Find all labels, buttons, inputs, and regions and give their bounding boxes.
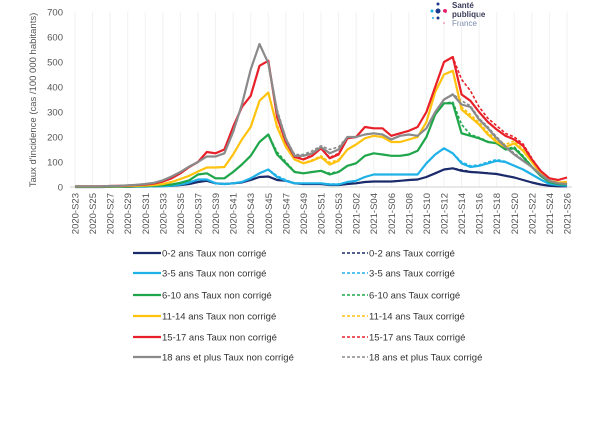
y-tick-label: 500 — [47, 58, 63, 69]
x-tick-label: 2020-S35 — [176, 193, 187, 234]
logo: Santé publique France — [430, 1, 486, 28]
x-tick-label: 2021-S08 — [404, 193, 415, 234]
y-tick-label: 200 — [47, 133, 63, 144]
legend-label: 15-17 ans Taux corrigé — [369, 333, 465, 344]
y-tick-label: 300 — [47, 108, 63, 119]
x-tick-label: 2020-S45 — [264, 193, 275, 234]
x-tick-label: 2021-S26 — [563, 193, 574, 234]
x-tick-label: 2020-S41 — [229, 193, 240, 234]
x-tick-label: 2020-S29 — [123, 193, 134, 234]
y-tick-label: 0 — [58, 183, 63, 194]
legend-label: 18 ans et plus Taux corrigé — [369, 353, 482, 364]
y-tick-label: 600 — [47, 33, 63, 44]
x-tick-label: 2021-S18 — [492, 193, 503, 234]
x-tick-label: 2020-S39 — [211, 193, 222, 234]
legend-label: 6-10 ans Taux non corrigé — [162, 291, 272, 302]
x-tick-label: 2020-S31 — [141, 193, 152, 234]
y-tick-label: 700 — [47, 8, 63, 19]
logo-text-sante: Santé — [452, 1, 474, 10]
x-tick-label: 2021-S06 — [387, 193, 398, 234]
x-tick-label: 2021-S22 — [527, 193, 538, 234]
x-tick-label: 2020-S51 — [317, 193, 328, 234]
x-tick-label: 2021-S04 — [369, 193, 380, 234]
x-tick-label: 2020-S33 — [158, 193, 169, 234]
y-axis: 0 100 200 300 400 500 600 700 — [47, 8, 63, 194]
x-tick-label: 2020-S43 — [246, 193, 257, 234]
x-tick-label: 2021-S02 — [352, 193, 363, 234]
x-tick-label: 2021-S20 — [510, 193, 521, 234]
y-axis-label: Taux d'incidence (cas /100 000 habitants… — [28, 13, 39, 188]
legend: 0-2 ans Taux non corrigé 3-5 ans Taux non… — [133, 249, 482, 364]
y-tick-label: 100 — [47, 158, 63, 169]
x-tick-label: 2020-S37 — [194, 193, 205, 234]
y-tick-label: 400 — [47, 83, 63, 94]
x-tick-label: 2020-S23 — [71, 193, 82, 234]
legend-label: 18 ans et plus Taux non corrigé — [162, 353, 294, 364]
x-tick-label: 2020-S53 — [334, 193, 345, 234]
logo-text-publique: publique — [452, 10, 486, 19]
legend-label: 6-10 ans Taux corrigé — [369, 291, 460, 302]
legend-label: 15-17 ans Taux non corrigé — [162, 333, 277, 344]
legend-label: 11-14 ans Taux non corrigé — [162, 312, 276, 323]
series-line-11-14-ans-taux-non-corrig- — [75, 69, 568, 188]
legend-label: 3-5 ans Taux non corrigé — [162, 269, 266, 280]
x-tick-label: 2020-S27 — [106, 193, 117, 234]
x-axis: 2020-S23 2020-S25 2020-S27 2020-S29 2020-S31… — [71, 193, 574, 234]
x-tick-label: 2021-S24 — [545, 193, 556, 234]
x-tick-label: 2021-S16 — [475, 193, 486, 234]
logo-text-france: France — [452, 19, 477, 28]
x-tick-label: 2021-S12 — [440, 193, 451, 234]
x-tick-label: 2021-S14 — [457, 193, 468, 234]
gridlines — [74, 12, 568, 187]
legend-label: 0-2 ans Taux non corrigé — [162, 249, 266, 260]
x-tick-label: 2020-S49 — [299, 193, 310, 234]
legend-label: 3-5 ans Taux corrigé — [369, 269, 455, 280]
x-tick-label: 2020-S47 — [281, 193, 292, 234]
legend-label: 11-14 ans Taux corrigé — [369, 312, 465, 323]
series-lines — [75, 42, 568, 189]
legend-label: 0-2 ans Taux corrigé — [369, 249, 455, 260]
x-tick-label: 2021-S10 — [422, 193, 433, 234]
x-tick-label: 2020-S25 — [88, 193, 99, 234]
series-line-18-ans-et-plus-taux-non-corrig- — [75, 42, 568, 188]
